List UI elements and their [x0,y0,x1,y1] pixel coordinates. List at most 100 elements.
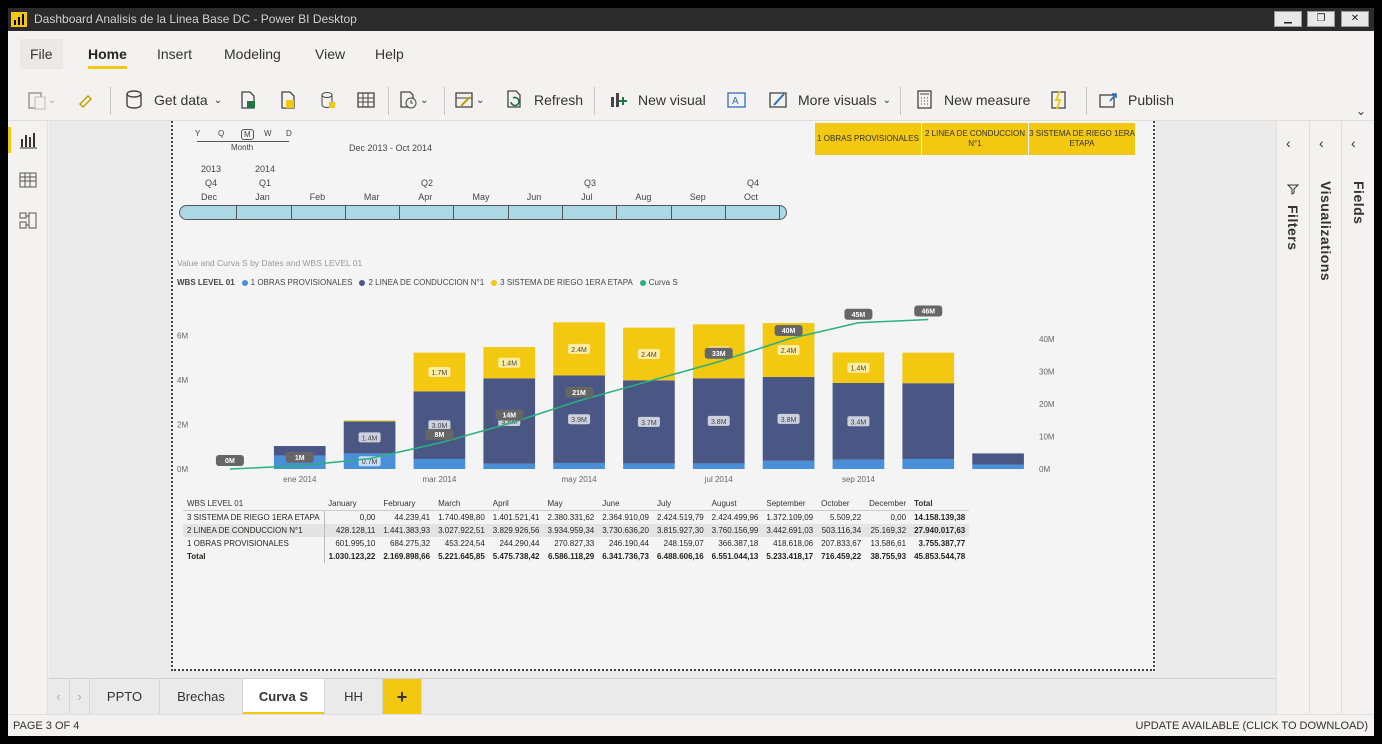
refresh-button[interactable]: Refresh [504,88,583,112]
matrix-header[interactable]: Total [910,497,970,511]
bar-segment[interactable] [972,464,1024,469]
matrix-header[interactable]: December [865,497,911,511]
collapse-ribbon-icon[interactable]: ⌄ [1356,104,1367,118]
recent-sources-button[interactable]: ⌄ [398,88,428,112]
timeline-month-cell[interactable] [563,206,618,219]
transform-data-button[interactable]: ⌄ [454,88,484,112]
timeline-month-cell[interactable] [726,206,781,219]
matrix-header[interactable]: July [652,497,708,511]
table-row[interactable]: 2 LINEA DE CONDUCCION N°1 428.128,11 1.441… [183,524,970,537]
matrix-header[interactable]: October [817,497,866,511]
timeline-month-cell[interactable] [672,206,726,219]
bar-segment[interactable] [273,446,326,456]
slicer-button-linea[interactable]: 2 LINEA DE CONDUCCION N°1 [922,123,1028,155]
page-tab-brechas[interactable]: Brechas [160,679,243,715]
matrix-header[interactable]: February [379,497,435,511]
filters-pane[interactable]: ‹ Filters [1276,121,1309,736]
format-painter-button[interactable] [76,88,96,112]
bar-segment[interactable] [972,453,1024,465]
data-label-bg [847,416,870,427]
chevron-left-icon[interactable]: ‹ [1286,135,1291,151]
dataset-button[interactable] [278,88,298,112]
bar-segment[interactable] [343,420,396,422]
bar-segment[interactable] [902,352,955,384]
table-row[interactable]: Total 1.030.123,22 2.169.898,66 5.221.645,8… [183,550,969,563]
timeline-month-cell[interactable] [400,206,455,219]
bar-segment[interactable] [902,458,955,469]
table-row[interactable]: 3 SISTEMA DE RIEGO 1ERA ETAPA 0,00 44.239,… [183,510,969,524]
sql-button[interactable] [318,88,338,112]
chevron-left-icon[interactable]: ‹ [1351,135,1356,151]
tab-help[interactable]: Help [375,46,404,62]
matrix-cell: 418.618,06 [773,539,814,548]
matrix-header[interactable]: January [324,497,380,511]
get-data-button[interactable]: Get data ⌄ [124,88,222,112]
timeline-slicer[interactable]: Y Q M W D Month Dec 2013 - Oct 2014 2013… [173,121,813,231]
bar-segment[interactable] [623,463,675,469]
table-row[interactable]: 1 OBRAS PROVISIONALES 601.995,10 684.275,3… [183,537,969,550]
text-box-button[interactable]: A [726,88,748,112]
bar-segment[interactable] [692,463,745,469]
bar-segment[interactable] [483,463,536,469]
publish-button[interactable]: Publish [1098,88,1174,112]
bar-segment[interactable] [832,459,885,469]
power-bi-window: Dashboard Analisis de la Linea Base DC -… [8,8,1374,736]
excel-button[interactable] [238,88,258,112]
paste-button[interactable]: ⌄ [26,88,56,112]
close-button[interactable]: ✕ [1341,11,1369,27]
fields-pane[interactable]: ‹ Fields [1341,121,1374,736]
page-tab-hh[interactable]: HH [325,679,383,715]
page-tab-curva-s[interactable]: Curva S [243,679,325,715]
model-view-icon[interactable] [18,211,38,229]
data-label: 3.7M [641,420,657,427]
bar-segment[interactable] [902,383,955,459]
timeline-month-cell[interactable] [292,206,346,219]
tab-home[interactable]: Home [78,39,137,69]
granularity-selector[interactable]: Y Q M W D Month [195,129,292,152]
matrix-header[interactable]: March [434,497,489,511]
curva-s-line[interactable] [229,318,929,470]
visualizations-pane[interactable]: ‹ Visualizations [1309,121,1341,736]
new-visual-button[interactable]: New visual [608,88,706,112]
report-view-icon[interactable] [18,131,38,149]
timeline-month-cell[interactable] [455,206,509,219]
add-page-button[interactable]: + [383,679,422,715]
tab-insert[interactable]: Insert [157,46,193,62]
update-available-link[interactable]: UPDATE AVAILABLE (CLICK TO DOWNLOAD) [1135,720,1368,732]
tab-file[interactable]: File [20,39,63,69]
timeline-month-cell[interactable] [509,206,564,219]
slicer-button-obras[interactable]: 1 OBRAS PROVISIONALES [815,123,921,155]
minimize-button[interactable]: ▁ [1274,11,1302,27]
timeline-month-cell[interactable] [237,206,292,219]
combo-chart[interactable]: 0M 2M 4M 6M 0M 10M 20M 30M 40M 0.7M 1.4M 3.0M 1.7M 3.… [173,293,1073,493]
more-visuals-button[interactable]: More visuals ⌄ [768,88,891,112]
timeline-month-cell[interactable] [183,206,238,219]
bar-segment[interactable] [553,462,605,469]
matrix-header[interactable]: August [707,497,763,511]
scroll-right-icon[interactable]: › [70,679,90,715]
enter-data-button[interactable] [356,88,376,112]
timeline-bar[interactable] [179,205,787,220]
timeline-month-cell[interactable] [346,206,401,219]
matrix-header[interactable]: September [762,497,818,511]
bar-segment[interactable] [762,460,815,469]
timeline-month-cell[interactable] [617,206,672,219]
page-indicator: PAGE 3 OF 4 [13,720,80,732]
matrix-header[interactable]: June [598,497,653,511]
matrix-header[interactable]: May [543,497,599,511]
matrix-header[interactable]: April [488,497,544,511]
slicer-button-sistema[interactable]: 3 SISTEMA DE RIEGO 1ERA ETAPA [1029,123,1135,155]
quick-measure-button[interactable] [1048,88,1070,112]
x-tick: may 2014 [562,475,598,484]
page-tab-ppto[interactable]: PPTO [90,679,160,715]
curve-label: 21M [572,390,586,397]
data-view-icon[interactable] [18,171,38,189]
scroll-left-icon[interactable]: ‹ [48,679,70,715]
tab-view[interactable]: View [315,46,346,62]
new-measure-button[interactable]: New measure [914,88,1030,112]
restore-button[interactable]: ❐ [1307,11,1335,27]
bar-segment[interactable] [413,458,466,469]
matrix-header[interactable]: WBS LEVEL 01 [183,497,325,511]
chevron-left-icon[interactable]: ‹ [1319,135,1324,151]
tab-modeling[interactable]: Modeling [224,46,281,62]
